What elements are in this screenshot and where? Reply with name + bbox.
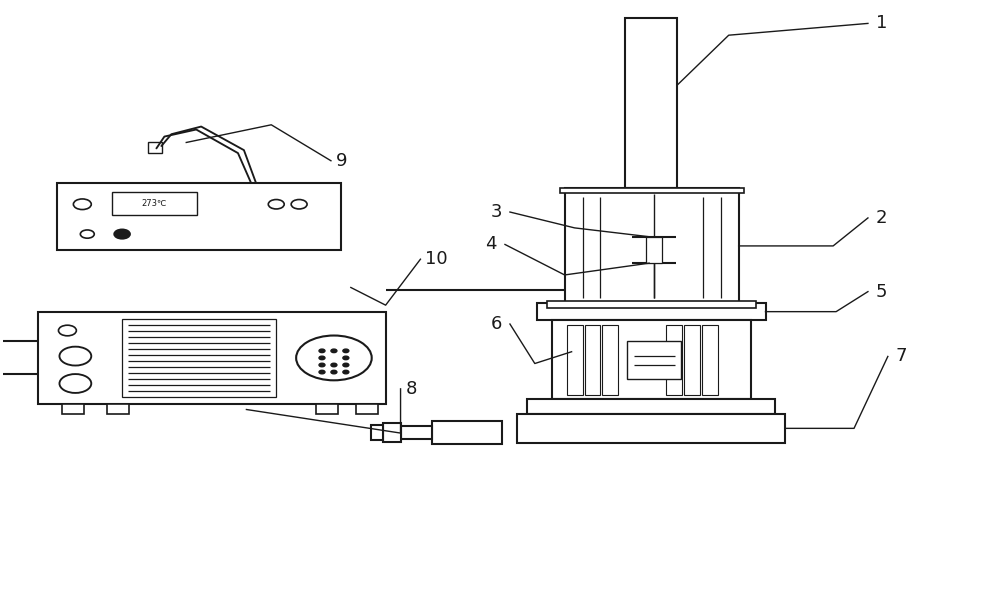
Bar bbox=[371, 425, 383, 440]
Bar bbox=[602, 325, 618, 394]
Circle shape bbox=[114, 229, 130, 239]
Circle shape bbox=[319, 363, 325, 367]
Bar bbox=[702, 325, 718, 394]
Bar bbox=[401, 427, 432, 439]
Text: 10: 10 bbox=[425, 250, 448, 268]
Bar bbox=[432, 421, 502, 444]
Bar bbox=[625, 17, 677, 189]
Circle shape bbox=[343, 363, 349, 367]
Bar bbox=[537, 303, 766, 320]
Circle shape bbox=[331, 349, 337, 353]
Text: 273℃: 273℃ bbox=[142, 199, 167, 208]
Bar bbox=[316, 403, 338, 414]
Bar bbox=[567, 325, 583, 394]
Bar bbox=[560, 189, 744, 193]
Circle shape bbox=[319, 349, 325, 353]
Circle shape bbox=[343, 370, 349, 374]
Text: 7: 7 bbox=[896, 347, 907, 365]
Text: 5: 5 bbox=[876, 283, 887, 300]
Circle shape bbox=[331, 370, 337, 374]
Bar bbox=[112, 192, 197, 215]
Bar bbox=[565, 189, 739, 303]
Text: 6: 6 bbox=[491, 315, 502, 333]
Bar bbox=[646, 237, 662, 263]
Bar bbox=[148, 142, 162, 153]
Circle shape bbox=[331, 363, 337, 367]
Bar bbox=[57, 183, 341, 250]
Circle shape bbox=[319, 356, 325, 360]
Bar bbox=[122, 320, 276, 396]
Bar bbox=[585, 325, 600, 394]
Bar bbox=[517, 414, 785, 443]
Circle shape bbox=[319, 370, 325, 374]
Text: 2: 2 bbox=[876, 209, 887, 227]
Bar bbox=[552, 320, 751, 399]
Circle shape bbox=[343, 356, 349, 360]
Bar bbox=[684, 325, 700, 394]
Bar bbox=[107, 403, 129, 414]
Text: 8: 8 bbox=[406, 380, 417, 398]
Text: 1: 1 bbox=[876, 14, 887, 32]
Bar bbox=[547, 301, 756, 308]
Text: 3: 3 bbox=[490, 203, 502, 221]
Bar bbox=[62, 403, 84, 414]
Text: 9: 9 bbox=[336, 152, 347, 170]
Bar bbox=[527, 399, 775, 414]
Text: 4: 4 bbox=[486, 236, 497, 253]
Circle shape bbox=[343, 349, 349, 353]
Bar bbox=[627, 340, 681, 379]
Bar bbox=[356, 403, 378, 414]
Bar bbox=[666, 325, 682, 394]
Bar bbox=[383, 423, 401, 442]
Bar bbox=[38, 312, 386, 403]
